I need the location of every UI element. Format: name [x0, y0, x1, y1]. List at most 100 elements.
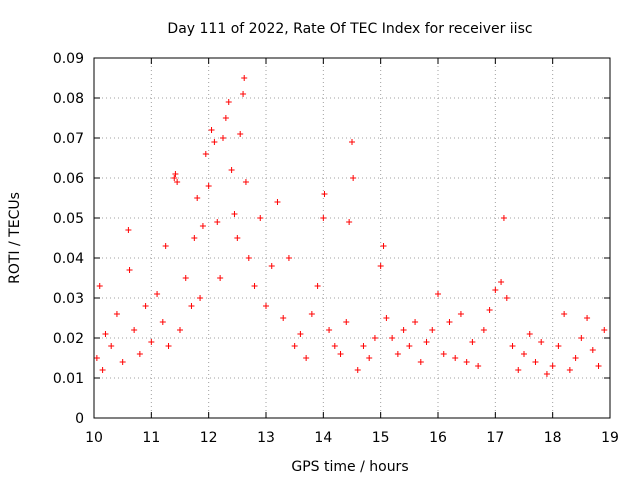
data-point — [498, 279, 505, 285]
data-point — [291, 343, 298, 349]
data-point — [113, 311, 120, 317]
data-point — [165, 343, 172, 349]
data-point — [314, 283, 321, 289]
y-tick-label: 0.02 — [53, 331, 84, 347]
data-point — [274, 199, 281, 205]
x-tick-label: 17 — [486, 430, 504, 446]
data-point — [326, 327, 333, 333]
data-point — [463, 359, 470, 365]
data-point — [521, 351, 527, 357]
data-point — [136, 351, 143, 357]
x-tick-label: 13 — [257, 430, 275, 446]
data-point — [225, 99, 232, 105]
data-point — [245, 255, 252, 261]
data-point — [285, 255, 292, 261]
data-point — [308, 311, 315, 317]
x-tick-label: 12 — [200, 430, 218, 446]
data-point — [406, 343, 413, 349]
data-point — [231, 211, 238, 217]
data-point — [452, 355, 459, 361]
data-point — [480, 327, 487, 333]
data-point — [217, 275, 224, 281]
data-point — [400, 327, 407, 333]
data-points — [93, 75, 608, 377]
y-tick-label: 0.03 — [53, 291, 84, 307]
y-axis-label: ROTI / TECUs — [7, 192, 23, 284]
data-point — [394, 351, 401, 357]
data-point — [320, 215, 327, 221]
data-point — [194, 195, 201, 201]
x-axis-label: GPS time / hours — [291, 459, 408, 475]
axis-ticks — [93, 57, 611, 419]
data-point — [268, 263, 275, 269]
data-point — [366, 355, 373, 361]
data-point — [148, 339, 155, 345]
y-tick-label: 0.05 — [53, 211, 84, 227]
data-point — [199, 223, 206, 229]
data-point — [321, 191, 328, 197]
data-point — [532, 359, 539, 365]
data-point — [171, 175, 178, 181]
x-tick-label: 19 — [601, 430, 619, 446]
y-tick-label: 0.08 — [53, 91, 84, 107]
y-tick-label: 0.09 — [53, 51, 84, 67]
y-tick-label: 0.07 — [53, 131, 84, 147]
data-point — [515, 367, 522, 373]
data-point — [182, 275, 189, 281]
chart-title: Day 111 of 2022, Rate Of TEC Index for r… — [167, 21, 532, 37]
data-point — [457, 311, 464, 317]
data-point — [566, 367, 573, 373]
data-point — [240, 91, 247, 97]
data-point — [108, 343, 115, 349]
data-point — [162, 243, 169, 249]
data-point — [538, 339, 545, 345]
data-point — [263, 303, 269, 309]
data-point — [242, 179, 249, 185]
data-point — [211, 139, 218, 145]
data-point — [475, 363, 482, 369]
data-point — [303, 355, 310, 361]
data-point — [469, 339, 476, 345]
data-point — [584, 315, 591, 321]
data-point — [188, 303, 195, 309]
data-point — [208, 127, 215, 133]
data-point — [343, 319, 350, 325]
plot-frame — [93, 57, 611, 419]
data-point — [93, 355, 100, 361]
data-point — [241, 75, 248, 81]
data-point — [102, 331, 109, 337]
x-tick-label: 10 — [85, 430, 103, 446]
data-point — [543, 371, 550, 377]
data-point — [423, 339, 430, 345]
data-point — [578, 335, 585, 341]
data-point — [383, 315, 390, 321]
data-point — [205, 183, 212, 189]
data-point — [126, 267, 133, 273]
data-point — [337, 351, 344, 357]
y-tick-label: 0.04 — [53, 251, 84, 267]
data-point — [377, 263, 384, 269]
data-point — [257, 215, 264, 221]
data-point — [561, 311, 568, 317]
data-point — [500, 215, 507, 221]
data-point — [486, 307, 493, 313]
data-point — [202, 151, 209, 157]
data-point — [214, 219, 221, 225]
data-point — [191, 235, 198, 241]
x-tick-label: 14 — [314, 430, 332, 446]
data-point — [154, 291, 161, 297]
data-point — [435, 291, 441, 297]
data-point — [331, 343, 338, 349]
data-point — [417, 359, 424, 365]
data-point — [197, 295, 204, 301]
data-point — [119, 359, 126, 365]
data-point — [131, 327, 138, 333]
data-point — [297, 331, 304, 337]
data-point — [389, 335, 396, 341]
data-point — [595, 363, 602, 369]
data-point — [172, 171, 179, 177]
data-point — [440, 351, 447, 357]
data-point — [503, 295, 510, 301]
x-tick-label: 16 — [429, 430, 447, 446]
